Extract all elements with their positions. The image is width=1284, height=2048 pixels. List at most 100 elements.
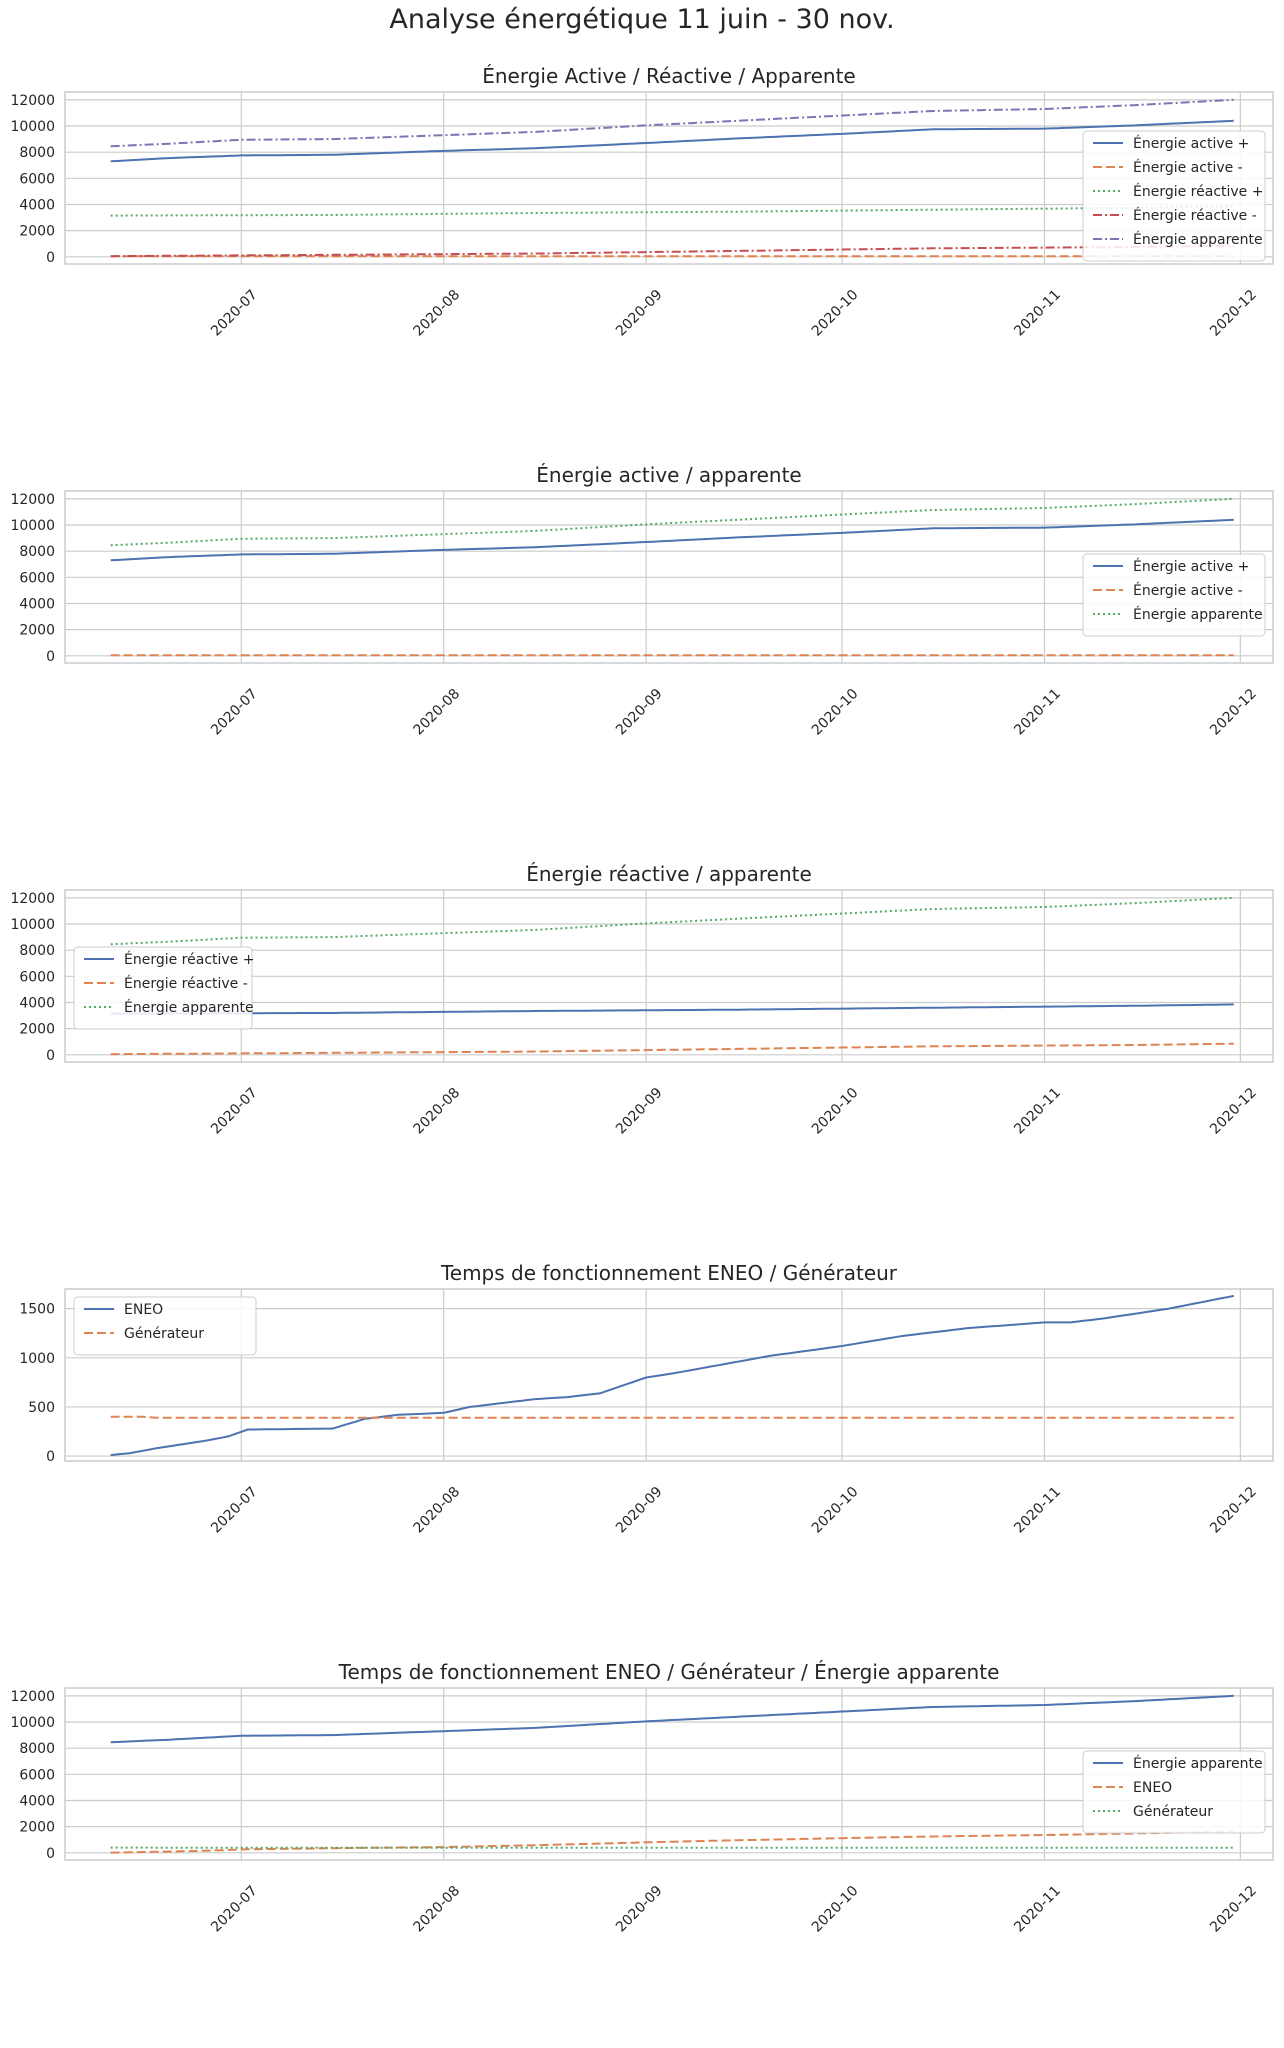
- chart-panel-5: Temps de fonctionnement ENEO / Générateu…: [0, 1648, 1284, 2048]
- x-tick-label: 2020-10: [809, 1484, 862, 1537]
- series-line-eneo: [111, 1296, 1234, 1455]
- x-tick-label: 2020-07: [208, 1883, 261, 1936]
- chart-title: Énergie réactive / apparente: [526, 862, 812, 886]
- y-tick-label: 0: [46, 1449, 55, 1465]
- chart-runtime-apparent: Temps de fonctionnement ENEO / Générateu…: [0, 1648, 1284, 2002]
- y-tick-label: 6000: [19, 570, 55, 586]
- legend: Énergie active + Énergie active - Énergie …: [1083, 131, 1265, 261]
- y-tick-label: 0: [46, 1048, 55, 1064]
- series-line-energie-reactive: [111, 1044, 1234, 1055]
- y-tick-label: 6000: [19, 171, 55, 187]
- x-tick-label: 2020-11: [1011, 686, 1064, 739]
- legend-label: ENEO: [1133, 1780, 1172, 1796]
- chart-active-apparent: Énergie active / apparente 0 2000 4000 6000 8…: [0, 451, 1284, 851]
- series-line-energie-active: [111, 121, 1234, 162]
- y-tick-label: 4000: [19, 197, 55, 213]
- y-tick-label: 12000: [10, 492, 55, 508]
- series-line-generateur: [111, 1417, 1234, 1418]
- x-tick-label: 2020-07: [208, 1484, 261, 1537]
- legend-label: Énergie active +: [1133, 558, 1249, 575]
- legend: Énergie active +Énergie active -Énergie …: [1083, 554, 1265, 636]
- y-tick-label: 8000: [19, 544, 55, 560]
- y-tick-label: 12000: [10, 1689, 55, 1705]
- y-tick-label: 0: [46, 250, 55, 266]
- x-tick-label: 2020-08: [411, 1883, 464, 1936]
- chart-title: Temps de fonctionnement ENEO / Générateu…: [338, 1660, 1000, 1684]
- x-tick-label: 2020-11: [1011, 1085, 1064, 1138]
- x-tick-label: 2020-08: [411, 686, 464, 739]
- legend-label: Énergie réactive -: [124, 975, 248, 992]
- x-tick-label: 2020-11: [1011, 287, 1064, 340]
- y-tick-label: 2000: [19, 1820, 55, 1836]
- x-tick-label: 2020-10: [809, 287, 862, 340]
- x-tick-label: 2020-10: [809, 1883, 862, 1936]
- series-line-energie-reactive: [111, 246, 1234, 257]
- x-tick-label: 2020-09: [613, 287, 666, 340]
- chart-title: Énergie active / apparente: [536, 463, 801, 487]
- x-tick-label: 2020-09: [613, 1883, 666, 1936]
- x-tick-label: 2020-07: [208, 686, 261, 739]
- x-tick-label: 2020-09: [613, 1484, 666, 1537]
- series-line-energie-apparente: [111, 1696, 1234, 1743]
- x-tick-label: 2020-12: [1207, 1085, 1260, 1138]
- chart-panel-2: Énergie active / apparente 0 2000 4000 6000 8…: [0, 451, 1284, 851]
- legend-label: Générateur: [1133, 1804, 1213, 1820]
- legend: ENEO Générateur: [74, 1297, 256, 1355]
- y-tick-label: 0: [46, 649, 55, 665]
- y-tick-label: 12000: [10, 93, 55, 109]
- legend: Énergie réactive + Énergie réactive - Éner…: [74, 947, 254, 1029]
- legend-label: ENEO: [124, 1302, 163, 1318]
- y-tick-label: 500: [28, 1400, 55, 1416]
- legend-label: Énergie active -: [1133, 159, 1243, 176]
- x-tick-label: 2020-12: [1207, 1883, 1260, 1936]
- x-tick-label: 2020-09: [613, 1085, 666, 1138]
- legend-label: Énergie apparente: [1133, 231, 1263, 248]
- y-tick-label: 2000: [19, 224, 55, 240]
- chart-panel-4: Temps de fonctionnement ENEO / Générateu…: [0, 1249, 1284, 1649]
- y-tick-label: 8000: [19, 1741, 55, 1757]
- x-tick-label: 2020-07: [208, 1085, 261, 1138]
- legend-label: Énergie active -: [1133, 582, 1243, 599]
- x-tick-label: 2020-12: [1207, 1484, 1260, 1537]
- legend-label: Énergie réactive -: [1133, 207, 1257, 224]
- y-tick-label: 8000: [19, 145, 55, 161]
- series-line-energie-reactive: [111, 206, 1234, 215]
- y-tick-label: 8000: [19, 943, 55, 959]
- y-tick-label: 2000: [19, 623, 55, 639]
- y-tick-label: 10000: [10, 1715, 55, 1731]
- legend-label: Énergie apparente: [124, 999, 254, 1016]
- x-tick-label: 2020-12: [1207, 686, 1260, 739]
- y-tick-label: 0: [46, 1846, 55, 1862]
- legend-label: Énergie active +: [1133, 135, 1249, 152]
- series-line-energie-active: [111, 520, 1234, 561]
- series-line-eneo: [111, 1832, 1234, 1853]
- legend-label: Énergie réactive +: [124, 951, 254, 968]
- x-tick-label: 2020-09: [613, 686, 666, 739]
- y-tick-label: 6000: [19, 1767, 55, 1783]
- y-tick-label: 4000: [19, 1793, 55, 1809]
- x-tick-label: 2020-08: [411, 1484, 464, 1537]
- x-tick-label: 2020-12: [1207, 287, 1260, 340]
- series-line-energie-reactive: [111, 1004, 1234, 1013]
- series-line-energie-apparente: [111, 100, 1234, 147]
- x-tick-label: 2020-07: [208, 287, 261, 340]
- y-tick-label: 6000: [19, 969, 55, 985]
- y-tick-label: 2000: [19, 1022, 55, 1038]
- x-tick-label: 2020-10: [809, 1085, 862, 1138]
- y-tick-label: 12000: [10, 891, 55, 907]
- series-line-energie-apparente: [111, 898, 1234, 945]
- figure-title: Analyse énergétique 11 juin - 30 nov.: [0, 4, 1284, 35]
- chart-runtime-eneo-generator: Temps de fonctionnement ENEO / Générateu…: [0, 1249, 1284, 1649]
- x-tick-label: 2020-11: [1011, 1484, 1064, 1537]
- y-tick-label: 10000: [10, 518, 55, 534]
- chart-reactive-apparent: Énergie réactive / apparente020004000600…: [0, 850, 1284, 1250]
- chart-title: Temps de fonctionnement ENEO / Générateu…: [440, 1261, 898, 1285]
- x-tick-label: 2020-08: [411, 287, 464, 340]
- chart-active-reactive-apparent: Énergie Active / Réactive / Apparente020…: [0, 52, 1284, 452]
- x-tick-label: 2020-08: [411, 1085, 464, 1138]
- y-tick-label: 1000: [19, 1351, 55, 1367]
- y-tick-label: 4000: [19, 596, 55, 612]
- legend-label: Générateur: [124, 1326, 204, 1342]
